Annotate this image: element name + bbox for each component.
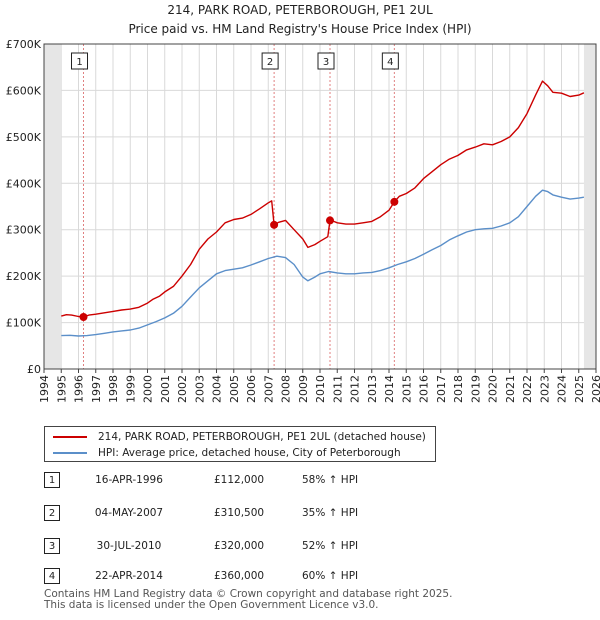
x-tick-label: 2013 — [366, 375, 379, 403]
sale-marker-label: 2 — [267, 57, 273, 68]
sale-point — [270, 220, 279, 229]
sale-marker-box — [381, 52, 399, 70]
legend-label-hpi: HPI: Average price, detached house, City… — [98, 447, 401, 459]
x-tick-label: 1999 — [124, 375, 137, 403]
x-tick-label: 2021 — [504, 375, 517, 403]
sale-marker-box — [261, 52, 279, 70]
x-tick-label: 2022 — [521, 375, 534, 403]
sale-hpi-change: 52% ↑ HPI — [302, 540, 359, 552]
x-tick-label: 2014 — [383, 375, 396, 403]
sale-marker-label: 1 — [76, 57, 82, 68]
sale-number: 2 — [44, 505, 60, 521]
y-tick-label: £0 — [27, 363, 41, 376]
x-tick-label: 2020 — [487, 375, 500, 403]
y-tick-label: £400K — [6, 177, 42, 190]
sale-date: 30-JUL-2010 — [96, 540, 162, 552]
footer-attribution: Contains HM Land Registry data © Crown c… — [44, 589, 452, 611]
sale-hpi-change: 60% ↑ HPI — [302, 570, 359, 582]
legend-swatch-hpi — [53, 452, 87, 454]
x-tick-label: 2018 — [452, 375, 465, 403]
sale-marker-box — [71, 52, 89, 70]
x-tick-label: 2009 — [297, 375, 310, 403]
sale-date: 04-MAY-2007 — [94, 507, 164, 519]
chart-title: 214, PARK ROAD, PETERBOROUGH, PE1 2UL — [167, 3, 433, 17]
x-tick-label: 2003 — [193, 375, 206, 403]
x-tick-label: 2002 — [176, 375, 189, 403]
chart-legend: 214, PARK ROAD, PETERBOROUGH, PE1 2UL (d… — [44, 426, 436, 462]
x-tick-label: 2023 — [538, 375, 551, 403]
sale-price: £112,000 — [214, 474, 265, 486]
shaded-region — [44, 44, 62, 369]
sale-marker-label: 4 — [387, 57, 393, 68]
x-tick-label: 1994 — [38, 375, 51, 403]
sale-point — [326, 216, 335, 225]
x-tick-label: 1997 — [90, 375, 103, 403]
y-tick-label: £200K — [6, 270, 42, 283]
x-tick-label: 2024 — [556, 375, 569, 403]
y-tick-label: £500K — [6, 131, 42, 144]
x-tick-label: 2005 — [228, 375, 241, 403]
property-price-line — [61, 80, 585, 318]
x-tick-label: 2019 — [469, 375, 482, 403]
legend-item-property: 214, PARK ROAD, PETERBOROUGH, PE1 2UL (d… — [53, 429, 426, 445]
y-tick-label: £300K — [6, 224, 42, 237]
legend-label-property: 214, PARK ROAD, PETERBOROUGH, PE1 2UL (d… — [98, 431, 426, 443]
x-tick-label: 1996 — [73, 375, 86, 403]
shaded-region — [583, 44, 596, 369]
sale-row: 1 16-APR-1996 £112,000 58% ↑ HPI — [44, 470, 444, 490]
x-tick-label: 2000 — [142, 375, 155, 403]
footer-line-1: Contains HM Land Registry data © Crown c… — [44, 588, 453, 600]
chart-subtitle: Price paid vs. HM Land Registry's House … — [128, 22, 471, 36]
x-tick-label: 2008 — [280, 375, 293, 403]
y-tick-label: £100K — [6, 317, 42, 330]
sale-row: 4 22-APR-2014 £360,000 60% ↑ HPI — [44, 566, 444, 586]
sale-marker-box — [317, 52, 335, 70]
sale-point — [390, 197, 399, 206]
x-tick-label: 2025 — [573, 375, 586, 403]
y-tick-label: £700K — [6, 38, 42, 51]
x-tick-label: 2010 — [314, 375, 327, 403]
x-tick-label: 2026 — [590, 375, 600, 403]
x-tick-label: 2012 — [349, 375, 362, 403]
price-chart: 214, PARK ROAD, PETERBOROUGH, PE1 2UL Pr… — [6, 3, 600, 403]
sale-hpi-change: 58% ↑ HPI — [302, 474, 359, 486]
sale-price: £320,000 — [214, 540, 265, 552]
x-tick-label: 1998 — [107, 375, 120, 403]
hpi-line — [61, 189, 585, 337]
x-tick-label: 1995 — [55, 375, 68, 403]
sale-date: 16-APR-1996 — [95, 474, 163, 486]
legend-swatch-property — [53, 436, 87, 438]
x-tick-label: 2001 — [159, 375, 172, 403]
footer-line-2: This data is licensed under the Open Gov… — [44, 599, 379, 611]
sale-number: 1 — [44, 472, 60, 488]
x-tick-label: 2007 — [262, 375, 275, 403]
x-tick-label: 2006 — [245, 375, 258, 403]
sale-number: 3 — [44, 538, 60, 554]
sale-hpi-change: 35% ↑ HPI — [302, 507, 359, 519]
y-tick-label: £600K — [6, 84, 42, 97]
sale-price: £360,000 — [214, 570, 265, 582]
x-tick-label: 2016 — [418, 375, 431, 403]
x-tick-label: 2004 — [211, 375, 224, 403]
sale-number: 4 — [44, 568, 60, 584]
sale-point — [79, 313, 88, 321]
sale-marker-label: 3 — [323, 57, 329, 68]
sale-price: £310,500 — [214, 507, 265, 519]
x-tick-label: 2017 — [435, 375, 448, 403]
legend-item-hpi: HPI: Average price, detached house, City… — [53, 445, 401, 461]
x-tick-label: 2011 — [331, 375, 344, 403]
sale-row: 2 04-MAY-2007 £310,500 35% ↑ HPI — [44, 503, 444, 523]
x-tick-label: 2015 — [400, 375, 413, 403]
sale-row: 3 30-JUL-2010 £320,000 52% ↑ HPI — [44, 536, 444, 556]
sale-date: 22-APR-2014 — [95, 570, 163, 582]
